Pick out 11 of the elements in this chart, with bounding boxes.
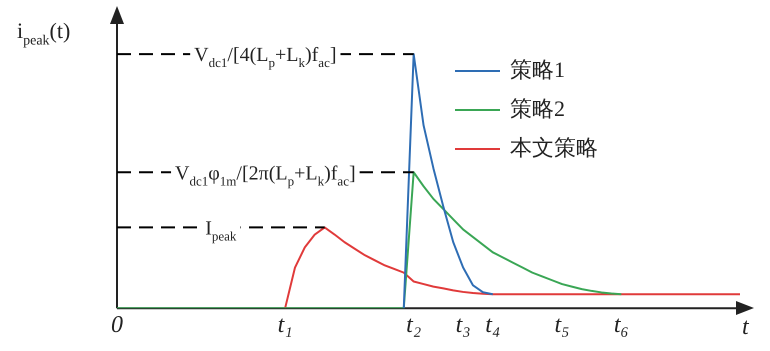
x-tick-label: t₅ <box>554 312 570 338</box>
x-tick-label: 0 <box>111 312 123 338</box>
x-tick-label: t₂ <box>406 312 422 338</box>
legend-label: 策略2 <box>510 96 565 121</box>
legend-label: 本文策略 <box>510 134 598 160</box>
x-tick-label: t₆ <box>614 312 629 338</box>
x-tick-label: t₃ <box>456 312 471 338</box>
x-axis-title: t <box>742 314 750 340</box>
x-tick-label: t₄ <box>485 312 500 338</box>
legend-label: 策略1 <box>510 56 565 82</box>
x-tick-label: t₁ <box>278 312 293 338</box>
